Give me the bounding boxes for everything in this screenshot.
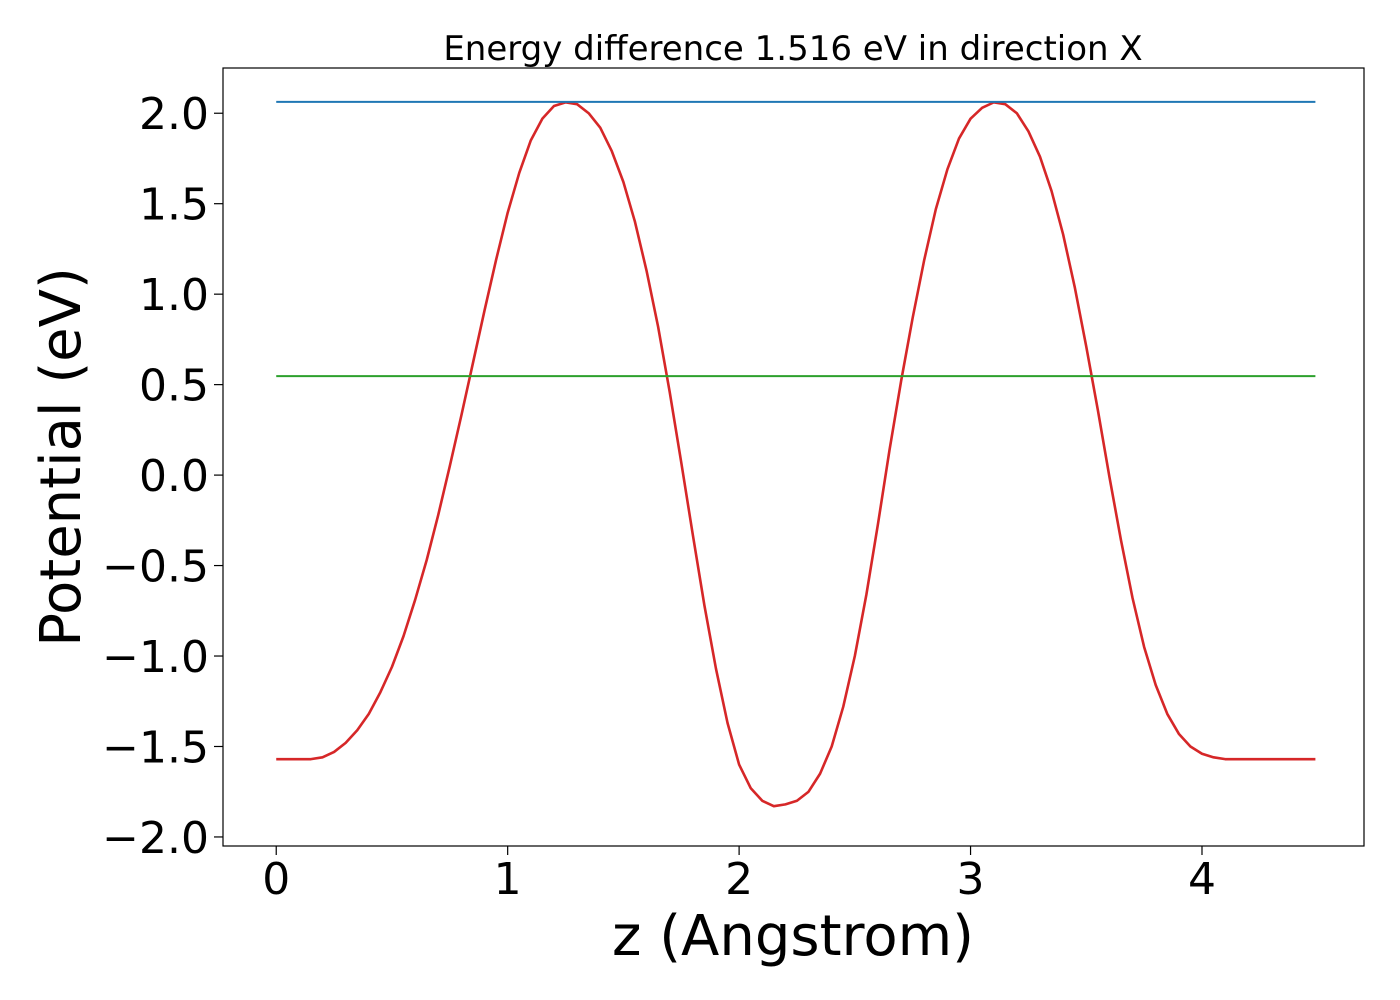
y-tick-label: −2.0 xyxy=(102,813,209,864)
y-tick-label: −1.5 xyxy=(102,722,209,773)
x-axis-label: z (Angstrom) xyxy=(612,904,974,969)
x-tick-label: 2 xyxy=(725,854,753,905)
plot-frame xyxy=(222,67,1365,847)
y-tick-label: −1.0 xyxy=(102,632,209,683)
x-tick-label: 1 xyxy=(494,854,522,905)
y-tick-label: 1.5 xyxy=(139,180,209,231)
y-tick-label: −0.5 xyxy=(102,542,209,593)
y-tick-label: 0.0 xyxy=(139,451,209,502)
x-axis-ticks: 0 1 2 3 4 xyxy=(262,846,1216,905)
y-axis-label: Potential (eV) xyxy=(29,267,94,647)
chart-title: Energy difference 1.516 eV in direction … xyxy=(443,29,1142,69)
y-tick-label: 0.5 xyxy=(139,361,209,412)
series-line-0 xyxy=(276,101,1316,808)
x-tick-label: 0 xyxy=(262,854,290,905)
series-layer xyxy=(276,100,1316,808)
y-tick-label: 2.0 xyxy=(139,89,209,140)
x-tick-label: 4 xyxy=(1188,854,1216,905)
x-tick-label: 3 xyxy=(957,854,985,905)
y-tick-label: 1.0 xyxy=(139,270,209,321)
y-axis-ticks: −2.0 −1.5 −1.0 −0.5 0.0 0.5 1.0 1.5 2.0 xyxy=(102,89,223,864)
